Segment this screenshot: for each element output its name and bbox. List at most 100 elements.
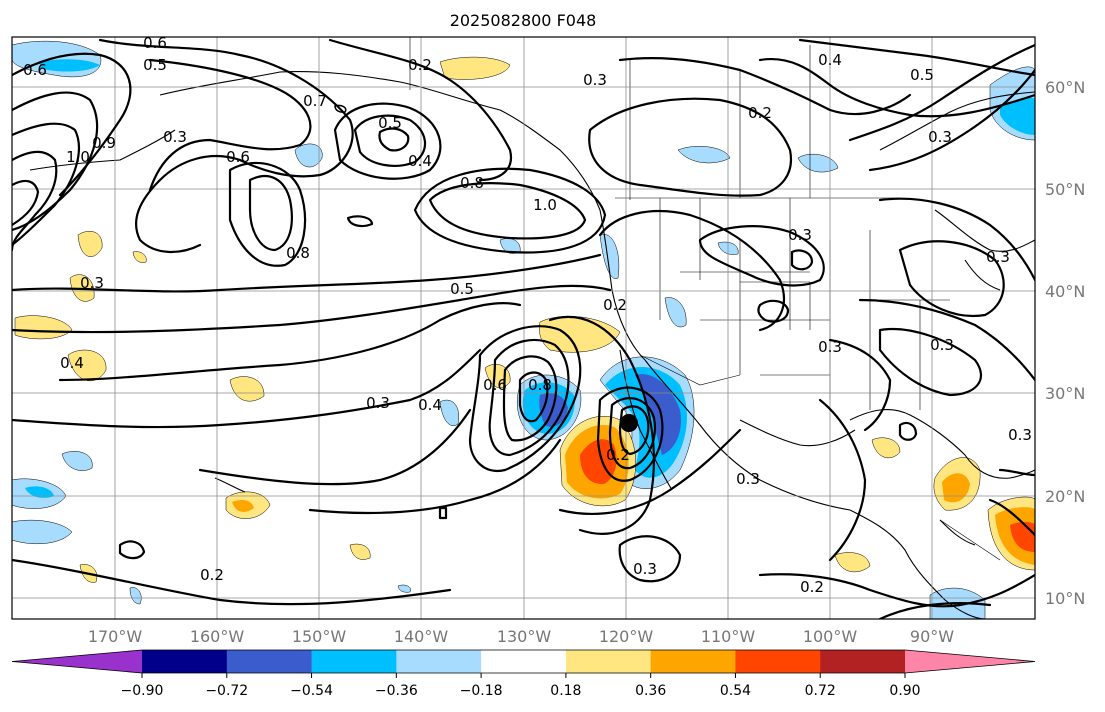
contour-label: 0.3 <box>986 248 1010 266</box>
colorbar-tick-label: −0.90 <box>121 683 164 699</box>
lat-label: 40°N <box>1045 282 1085 301</box>
lon-label: 140°W <box>394 627 449 646</box>
shade-positive <box>232 500 254 512</box>
shade-negative <box>797 153 839 173</box>
contour-label: 0.8 <box>460 174 484 192</box>
colorbar-tick-label: −0.18 <box>460 683 503 699</box>
contour-lines <box>12 38 1035 619</box>
contour-label: 0.3 <box>583 71 607 89</box>
contour-label: 0.5 <box>910 66 934 84</box>
shade-negative <box>635 374 681 455</box>
shade-negative <box>439 399 460 426</box>
contour-label: 0.6 <box>23 61 47 79</box>
shade-positive <box>132 251 147 263</box>
contour-label: 0.6 <box>226 148 250 166</box>
contour-label: 0.3 <box>1008 426 1032 444</box>
contour-label: 0.5 <box>378 114 402 132</box>
contour-label: 0.3 <box>736 470 760 488</box>
lon-label: 110°W <box>701 627 756 646</box>
shade-negative <box>294 143 323 168</box>
colorbar-tick-label: −0.72 <box>205 683 248 699</box>
colorbar-segment <box>650 650 736 673</box>
longitude-labels: 170°W 160°W 150°W 140°W 130°W 120°W 110°… <box>88 627 954 646</box>
colorbar-tick-label: −0.54 <box>290 683 333 699</box>
contour-label: 0.3 <box>633 560 657 578</box>
shade-negative <box>40 59 100 72</box>
colorbar-tick-label: 0.18 <box>550 683 581 699</box>
contour-label: 0.3 <box>818 338 842 356</box>
shade-positive <box>67 349 107 381</box>
contour-label: 0.8 <box>286 244 310 262</box>
shade-positive <box>439 56 511 80</box>
contour-label: 0.3 <box>928 128 952 146</box>
map-title: 2025082800 F048 <box>450 11 597 30</box>
contour-label: 0.2 <box>408 56 432 74</box>
lat-label: 30°N <box>1045 384 1085 403</box>
contour-label: 0.2 <box>603 296 627 314</box>
shade-positive <box>834 552 871 573</box>
lon-label: 130°W <box>497 627 552 646</box>
colorbar-tick-label: 0.72 <box>805 683 836 699</box>
lon-label: 100°W <box>803 627 858 646</box>
shade-negative <box>664 297 687 328</box>
colorbar-segment <box>735 650 821 673</box>
colorbar-segment <box>226 650 313 673</box>
contour-labels: 0.6 0.5 0.6 1.0 0.9 0.3 0.7 0.5 0.6 0.4 … <box>23 34 1032 596</box>
shade-positive <box>229 376 265 402</box>
lat-label: 20°N <box>1045 487 1085 506</box>
contour-label: 0.4 <box>418 396 442 414</box>
colorbar-tick-label: 0.90 <box>889 683 920 699</box>
contour-label: 0.4 <box>60 354 84 372</box>
colorbar-min-extension <box>12 650 142 673</box>
contour-label: 0.4 <box>408 152 432 170</box>
contour-label: 0.7 <box>303 92 327 110</box>
contour-label: 0.3 <box>788 226 812 244</box>
shade-negative <box>25 486 54 498</box>
contour-label: 0.9 <box>92 134 116 152</box>
contour-label: 0.2 <box>200 566 224 584</box>
shade-negative <box>12 519 73 544</box>
contour-label: 0.5 <box>450 280 474 298</box>
colorbar-tick-label: 0.36 <box>635 683 666 699</box>
colorbar-segment <box>820 650 906 673</box>
lon-label: 150°W <box>292 627 347 646</box>
contour-label: 1.0 <box>66 148 90 166</box>
colorbar-segment <box>396 650 482 673</box>
colorbar-segment <box>311 650 397 673</box>
shade-positive <box>14 315 73 340</box>
colorbar-segment <box>481 650 567 673</box>
lon-label: 170°W <box>88 627 143 646</box>
contour-label: 0.5 <box>143 56 167 74</box>
colorbar-segment <box>565 650 652 673</box>
shade-negative <box>129 587 142 605</box>
contour-label: 0.2 <box>748 104 772 122</box>
contour-label: 0.6 <box>143 34 167 52</box>
shade-positive <box>871 437 901 459</box>
colorbar-segment <box>142 650 228 673</box>
contour-label: 0.4 <box>818 51 842 69</box>
contour-label: 0.3 <box>366 394 390 412</box>
shade-positive <box>349 543 371 560</box>
lon-label: 90°W <box>910 627 954 646</box>
shade-negative <box>61 451 93 471</box>
contour-label: 0.3 <box>930 336 954 354</box>
contour-label: 0.8 <box>528 376 552 394</box>
latitude-labels: 60°N 50°N 40°N 30°N 20°N 10°N <box>1045 78 1085 608</box>
colorbar: −0.90 −0.72 −0.54 −0.36 −0.18 0.18 0.36 0.54 0.7… <box>11 649 1036 699</box>
lat-label: 60°N <box>1045 78 1085 97</box>
contour-label: 0.3 <box>163 128 187 146</box>
shade-negative <box>599 234 620 279</box>
lon-label: 120°W <box>599 627 654 646</box>
lon-label: 160°W <box>190 627 245 646</box>
colorbar-tick-label: 0.54 <box>720 683 751 699</box>
shade-negative <box>397 584 411 593</box>
shaded-anomaly-regions <box>12 40 1035 619</box>
contour-label: 1.0 <box>533 196 557 214</box>
coastlines <box>29 71 1035 619</box>
contour-label: 0.3 <box>80 274 104 292</box>
shade-positive <box>77 231 103 257</box>
contour-label: 0.2 <box>800 578 824 596</box>
map-panel: 0.6 0.5 0.6 1.0 0.9 0.3 0.7 0.5 0.6 0.4 … <box>11 34 1036 620</box>
lat-label: 10°N <box>1045 589 1085 608</box>
colorbar-max-extension <box>905 650 1035 673</box>
